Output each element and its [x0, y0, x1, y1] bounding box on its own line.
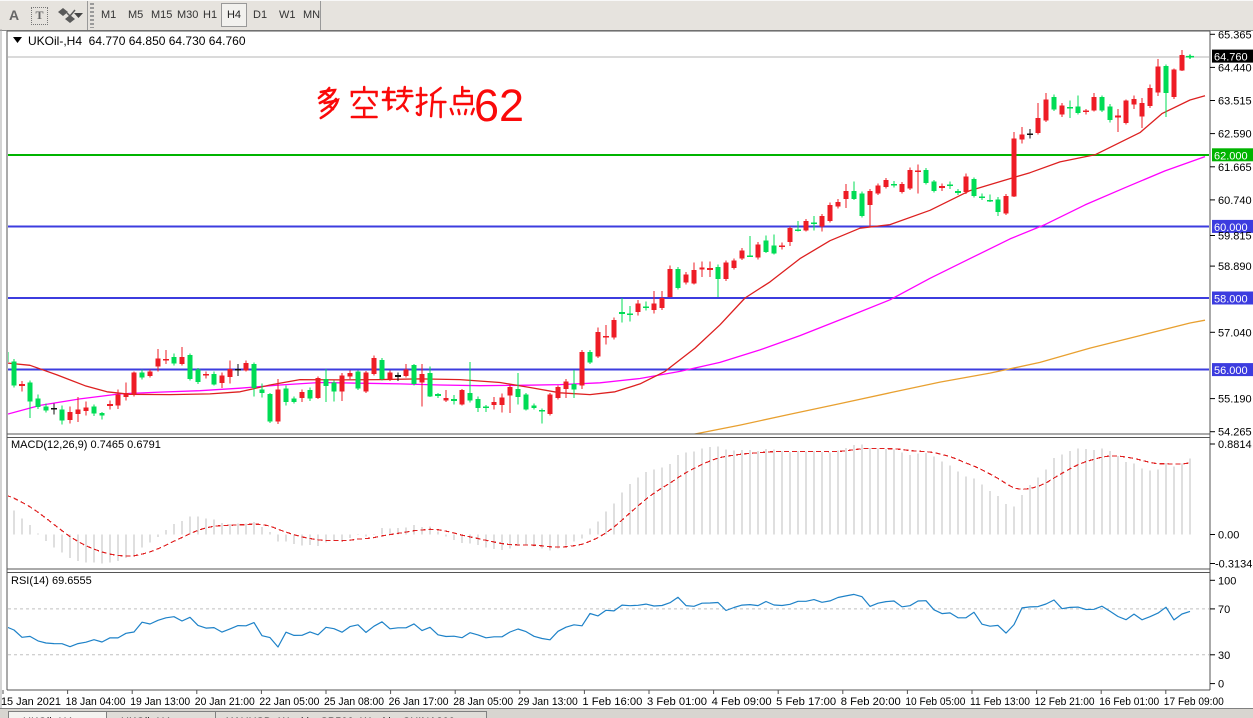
svg-text:64.760: 64.760	[1214, 52, 1248, 64]
svg-text:100: 100	[1218, 575, 1236, 587]
svg-text:58.890: 58.890	[1218, 261, 1252, 273]
svg-text:30: 30	[1218, 650, 1230, 662]
svg-text:22 Jan 05:00: 22 Jan 05:00	[259, 696, 319, 708]
svg-text:1 Feb 16:00: 1 Feb 16:00	[582, 696, 642, 708]
svg-text:5 Feb 17:00: 5 Feb 17:00	[776, 696, 836, 708]
svg-text:60.740: 60.740	[1218, 195, 1252, 207]
svg-text:64.440: 64.440	[1218, 62, 1252, 74]
svg-text:0: 0	[1218, 679, 1224, 691]
svg-text:15 Jan 2021: 15 Jan 2021	[1, 696, 61, 708]
svg-text:4 Feb 09:00: 4 Feb 09:00	[712, 696, 772, 708]
svg-text:60.000: 60.000	[1214, 222, 1248, 234]
svg-text:26 Jan 17:00: 26 Jan 17:00	[389, 696, 449, 708]
svg-text:56.000: 56.000	[1214, 365, 1248, 377]
svg-text:19 Jan 13:00: 19 Jan 13:00	[130, 696, 190, 708]
svg-text:55.190: 55.190	[1218, 394, 1252, 406]
svg-text:62.590: 62.590	[1218, 129, 1252, 141]
svg-text:3 Feb 01:00: 3 Feb 01:00	[647, 696, 707, 708]
svg-text:29 Jan 13:00: 29 Jan 13:00	[518, 696, 578, 708]
svg-text:20 Jan 21:00: 20 Jan 21:00	[195, 696, 255, 708]
svg-text:0.00: 0.00	[1218, 530, 1239, 542]
svg-text:70: 70	[1218, 604, 1230, 616]
svg-text:16 Feb 01:00: 16 Feb 01:00	[1099, 696, 1159, 708]
svg-text:62.000: 62.000	[1214, 150, 1248, 162]
svg-text:59.815: 59.815	[1218, 231, 1252, 243]
svg-text:65.365: 65.365	[1218, 29, 1252, 41]
svg-text:MACD(12,26,9) 0.7465 0.6791: MACD(12,26,9) 0.7465 0.6791	[11, 439, 161, 451]
svg-text:54.265: 54.265	[1218, 427, 1252, 439]
svg-text:-0.3134: -0.3134	[1215, 559, 1252, 571]
svg-text:0.8814: 0.8814	[1218, 439, 1252, 451]
svg-text:28 Jan 05:00: 28 Jan 05:00	[453, 696, 513, 708]
svg-text:10 Feb 05:00: 10 Feb 05:00	[905, 696, 965, 708]
svg-text:18 Jan 04:00: 18 Jan 04:00	[66, 696, 126, 708]
svg-text:UKOil-,H4 64.770 64.850 64.73: UKOil-,H4 64.770 64.850 64.730 64.760	[28, 34, 246, 48]
svg-text:57.040: 57.040	[1218, 327, 1252, 339]
svg-text:12 Feb 21:00: 12 Feb 21:00	[1035, 696, 1095, 708]
svg-text:61.665: 61.665	[1218, 162, 1252, 174]
svg-text:62: 62	[474, 80, 524, 131]
svg-text:11 Feb 13:00: 11 Feb 13:00	[970, 696, 1030, 708]
svg-text:17 Feb 09:00: 17 Feb 09:00	[1164, 696, 1224, 708]
svg-text:RSI(14) 69.6555: RSI(14) 69.6555	[11, 575, 92, 587]
svg-text:63.515: 63.515	[1218, 96, 1252, 108]
svg-text:58.000: 58.000	[1214, 294, 1248, 306]
svg-text:25 Jan 08:00: 25 Jan 08:00	[324, 696, 384, 708]
svg-text:8 Feb 20:00: 8 Feb 20:00	[841, 696, 901, 708]
